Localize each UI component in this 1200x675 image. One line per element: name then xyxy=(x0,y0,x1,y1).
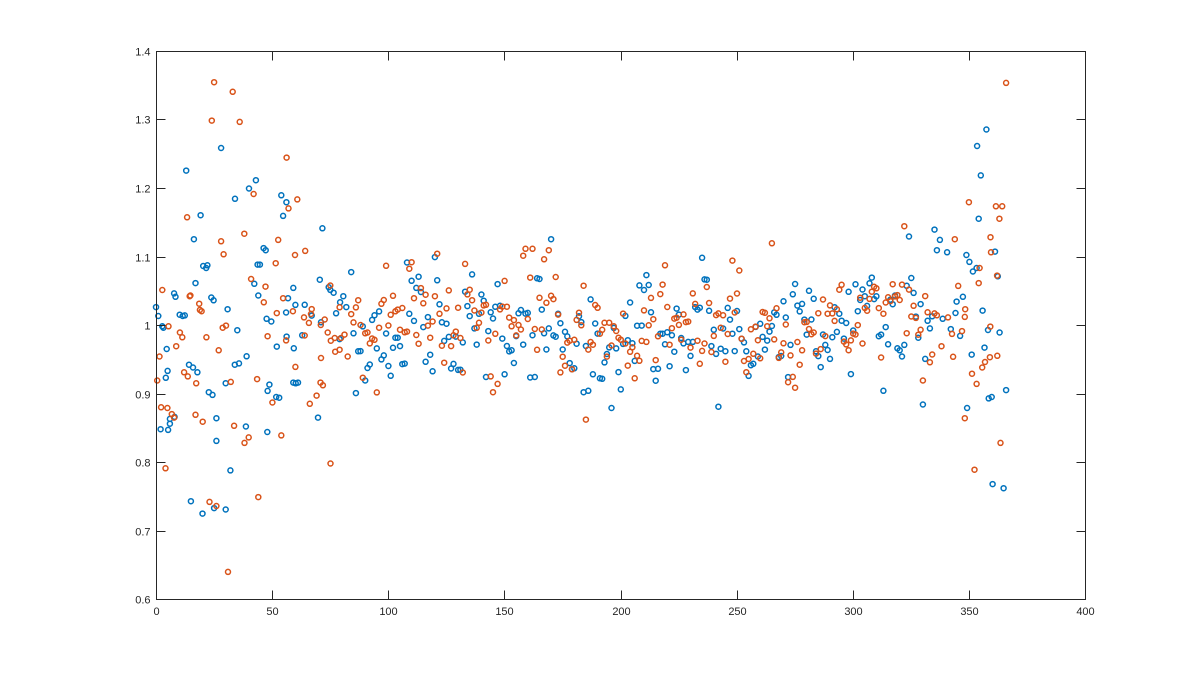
svg-text:1.3: 1.3 xyxy=(135,115,150,127)
svg-text:200: 200 xyxy=(612,606,630,618)
svg-text:350: 350 xyxy=(960,606,978,618)
svg-text:50: 50 xyxy=(266,606,278,618)
svg-text:0.7: 0.7 xyxy=(135,527,150,539)
svg-text:1.2: 1.2 xyxy=(135,184,150,196)
svg-text:300: 300 xyxy=(844,606,862,618)
svg-text:400: 400 xyxy=(1076,606,1094,618)
svg-text:250: 250 xyxy=(728,606,746,618)
svg-text:0.6: 0.6 xyxy=(135,595,150,607)
svg-text:1.1: 1.1 xyxy=(135,253,150,265)
svg-text:0: 0 xyxy=(153,606,159,618)
svg-text:0.9: 0.9 xyxy=(135,390,150,402)
svg-text:1: 1 xyxy=(144,321,150,333)
svg-text:150: 150 xyxy=(495,606,513,618)
svg-text:100: 100 xyxy=(379,606,397,618)
svg-text:1.4: 1.4 xyxy=(135,47,150,59)
svg-text:0.8: 0.8 xyxy=(135,458,150,470)
